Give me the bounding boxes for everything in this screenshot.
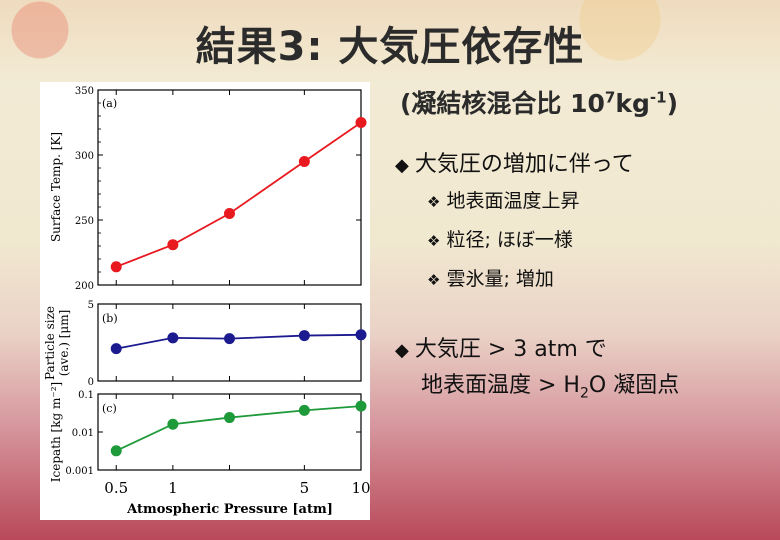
panel-b-ytick-label-0: 0 — [88, 377, 94, 388]
panel-c-ytick-label-2: 0.1 — [78, 390, 94, 401]
bullet-list: ◆ 大気圧の増加に伴って ❖ 地表面温度上昇 ❖ 粒径; ほぼ一様 ❖ 雲氷量; 増加 — [395, 146, 634, 303]
panel-c-series — [110, 400, 367, 457]
results-figure: (a) Surface Temp. [K] 200 250 300 350 (b) P… — [43, 86, 370, 517]
subtitle-exponent-2: -1 — [649, 88, 667, 107]
panel-a: (a) Surface Temp. [K] 200 250 300 350 — [49, 86, 367, 292]
subtitle-suffix: ) — [666, 89, 678, 118]
bullet-main-2-line1-text: 大気圧 > 3 atm で — [414, 337, 607, 362]
x-tick-label-1: 1 — [168, 479, 178, 497]
panel-a-ytick-label-2: 300 — [75, 151, 94, 162]
bullet-sub-3: ❖ 雲氷量; 増加 — [427, 264, 634, 291]
bullet-sub-1: ❖ 地表面温度上昇 — [427, 186, 634, 213]
subtitle-exponent-1: 7 — [604, 88, 616, 107]
panel-c-ylabel: Icepath [kg m⁻²] — [49, 382, 63, 482]
panel-a-frame — [97, 89, 362, 286]
panel-c-data-point-4 — [355, 400, 367, 412]
panel-b-data-point-1 — [167, 332, 179, 344]
panel-b-data-point-4 — [355, 329, 367, 341]
bullet-main-2-line2-sub: 2 — [579, 385, 589, 402]
slide-title: 結果3: 大気圧依存性 — [195, 24, 585, 70]
panel-a-data-point-4 — [355, 117, 367, 128]
clover-bullet-icon: ❖ — [427, 271, 441, 289]
panel-b-ticks: 05 — [88, 300, 362, 388]
panel-a-ytick-label-0: 200 — [75, 281, 94, 292]
panel-b-series-line — [116, 333, 362, 350]
panel-c-ytick-label-0: 0.001 — [65, 466, 94, 477]
panel-b-ylabel-line1: Particle size — [43, 306, 57, 380]
panel-b-ylabel-line2: (ave.) [μm] — [57, 310, 71, 377]
panel-b: (b) Particle size (ave.) [μm] 05 — [43, 300, 367, 388]
panel-b-data-point-2 — [224, 333, 235, 345]
panel-a-data-point-1 — [167, 239, 179, 251]
clover-bullet-icon: ❖ — [427, 193, 441, 211]
subtitle-unit: kg — [615, 89, 650, 118]
panel-c-series-line — [115, 405, 362, 452]
panel-a-data-point-3 — [298, 156, 310, 167]
bullet-main-2: ◆ 大気圧 > 3 atm で 地表面温度 > H2O 凝固点 — [395, 332, 679, 411]
decorative-header-pattern — [0, 0, 780, 80]
panel-c-data-point-2 — [224, 412, 235, 424]
x-tick-label-0: 0.5 — [104, 479, 128, 497]
diamond-bullet-icon: ◆ — [395, 340, 409, 361]
panel-c-data-point-0 — [110, 445, 122, 457]
panel-b-data-point-0 — [110, 343, 122, 355]
x-axis-label: Atmospheric Pressure [atm] — [126, 502, 333, 517]
panel-c-tag: (c) — [102, 402, 117, 415]
panel-a-data-point-0 — [110, 261, 122, 273]
bullet-sub-2-text: 粒径; ほぼ一様 — [446, 229, 573, 251]
bullet-main-1: ◆ 大気圧の増加に伴って — [395, 146, 634, 178]
panel-b-ytick-label-1: 5 — [88, 300, 94, 311]
bullet-sub-2: ❖ 粒径; ほぼ一様 — [427, 225, 634, 252]
panel-a-data-point-2 — [224, 208, 235, 219]
bullet-main-2-line2-post: O 凝固点 — [588, 373, 680, 398]
bullet-main-2-line2: 地表面温度 > H2O 凝固点 — [421, 368, 679, 411]
panel-a-series — [110, 117, 367, 273]
panel-a-tag: (a) — [102, 97, 117, 110]
clover-bullet-icon: ❖ — [427, 232, 441, 250]
panel-c-data-point-1 — [167, 418, 179, 430]
panel-a-ylabel: Surface Temp. [K] — [49, 132, 63, 242]
slide-subtitle: (凝結核混合比 107kg-1) — [400, 84, 678, 120]
panel-c-frame — [97, 393, 362, 471]
bullet-sub-1-text: 地表面温度上昇 — [446, 190, 580, 212]
panel-a-series-line — [115, 121, 362, 268]
panel-b-tag: (b) — [102, 312, 118, 325]
panel-a-ticks: 200 250 300 350 — [75, 86, 362, 292]
panel-c-ytick-label-1: 0.01 — [72, 428, 94, 439]
panel-a-ytick-label-3: 350 — [75, 86, 94, 97]
panel-c: (c) Icepath [kg m⁻²] 0.001 0.01 0.1 — [49, 382, 367, 482]
panel-c-ticks: 0.001 0.01 0.1 — [65, 390, 362, 477]
bullet-main-2-line2-pre: 地表面温度 > H — [421, 373, 580, 398]
x-tick-label-3: 10 — [351, 479, 370, 497]
x-axis-ticks: 0.5 1 5 10 — [104, 479, 370, 497]
subtitle-prefix: (凝結核混合比 10 — [400, 89, 605, 118]
bullet-main-2-line1: ◆ 大気圧 > 3 atm で — [395, 332, 679, 368]
panel-a-ytick-label-1: 250 — [75, 216, 94, 227]
bullet-main-1-text: 大気圧の増加に伴って — [414, 152, 634, 177]
panel-b-series — [110, 329, 367, 355]
x-tick-label-2: 5 — [300, 479, 310, 497]
panel-c-data-point-3 — [298, 404, 310, 416]
panel-b-data-point-3 — [298, 330, 310, 342]
diamond-bullet-icon: ◆ — [395, 155, 409, 176]
bullet-sub-3-text: 雲氷量; 増加 — [446, 268, 554, 290]
